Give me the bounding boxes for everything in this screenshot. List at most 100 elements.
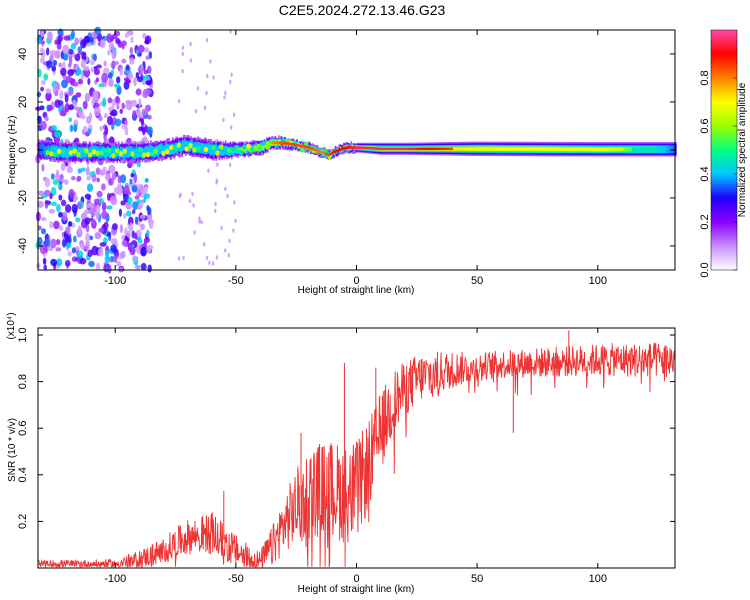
spectrogram-ridge-cell (280, 143, 283, 146)
spectrogram-noise-blob (107, 72, 113, 79)
snr-x-tick-label: 0 (353, 573, 359, 585)
spectrogram-ridge-core (429, 147, 433, 151)
spectrogram-noise-blob (80, 72, 85, 81)
spectrogram-noise-blob (189, 58, 192, 63)
spectrogram-ridge-core (595, 148, 599, 151)
spectrogram-noise-blob (107, 97, 113, 104)
spectrogram-ridge-cell (647, 145, 649, 154)
spectrogram-noise-blob (188, 198, 192, 204)
spectrogram-noise-blob (144, 185, 148, 194)
spectrogram-ridge-core (543, 148, 546, 151)
spectrogram-ridge-core (512, 147, 516, 150)
spectrogram-noise-blob (93, 102, 100, 108)
snr-y-tick-label: 0.4 (17, 467, 29, 482)
spectrogram-noise-blob (121, 235, 126, 240)
spectrogram-ridge-core (316, 149, 319, 152)
spectrogram-noise-blob (65, 204, 72, 213)
spectrogram-noise-blob (71, 256, 78, 262)
spectrogram-noise-blob (91, 218, 96, 226)
spectrogram-noise-blob (107, 115, 113, 126)
spectrogram-ridge-core (563, 148, 566, 151)
spectrogram-ridge-core (566, 148, 570, 151)
spectrogram-ridge-core (528, 148, 531, 150)
spectrogram-noise-blob (56, 169, 60, 178)
spectrogram-noise-blob (36, 91, 42, 98)
spectrogram-ridge-cell (38, 141, 40, 157)
spectrogram-noise-blob (58, 194, 63, 201)
spectrogram-noise-blob (97, 248, 104, 257)
colorbar: 0.0 0.2 0.4 0.6 0.8 Normalized spectral ampl… (699, 29, 748, 278)
spectrogram-ridge-blob (142, 152, 147, 158)
spectrogram-ridge-core (279, 141, 282, 145)
spectrogram-ridge-blob (223, 145, 228, 151)
spectrogram-ridge-blob (95, 150, 101, 156)
spectrogram-ridge-core (549, 148, 552, 151)
spectrogram-ridge-cell (202, 143, 204, 154)
spectrogram-ridge-core (489, 147, 492, 150)
spectrogram-ridge-cell (140, 147, 143, 158)
spectrogram-noise-blob (66, 242, 72, 249)
spectrogram-noise-blob (44, 177, 51, 188)
spectrogram-ridge-cell (164, 142, 167, 154)
spectrogram-noise-blob (41, 216, 47, 222)
spectrogram-ridge-blob (265, 144, 270, 150)
spectrogram-ridge-cell (648, 145, 651, 154)
spectrogram-noise-blob (54, 39, 58, 45)
spectrogram-noise-blob (96, 190, 103, 198)
spectrogram-ridge-cell (135, 145, 138, 157)
spectrogram-ridge-blob (60, 149, 66, 155)
spectrogram-noise-blob (41, 228, 46, 235)
spectrogram-noise-blob (119, 224, 124, 234)
spectrogram-ridge-cell (144, 146, 146, 158)
spectrogram-ridge-blob (122, 148, 128, 154)
spectrogram-ridge-blob (253, 146, 259, 152)
spectrogram-ridge-core (541, 148, 544, 151)
spectrogram-ridge-cell (244, 148, 246, 154)
spectrogram-ridge-core (491, 147, 494, 150)
spectrogram-noise-blob (93, 198, 101, 203)
spectrogram-ridge-blob (242, 144, 247, 150)
snr-x-tick-label: -50 (228, 573, 244, 585)
spectrogram-noise-blob (88, 36, 94, 43)
spectrogram-noise-blob (98, 227, 105, 233)
spectrogram-noise-blob (192, 203, 195, 208)
spectrogram-ridge-blob (157, 144, 162, 150)
spectrogram-ridge-core (416, 147, 419, 151)
spectrogram-x-tick-label: 0 (353, 275, 359, 287)
spectrogram-ridge-core (418, 147, 421, 151)
spectrogram-noise-blob (125, 100, 132, 105)
spectrogram-ridge-cell (238, 148, 240, 153)
spectrogram-ridge-core (458, 147, 461, 150)
spectrogram-noise-blob (135, 72, 140, 79)
spectrogram-noise-blob (189, 41, 192, 47)
spectrogram-noise-blob (57, 35, 63, 42)
spectrogram-noise-blob (87, 128, 92, 135)
spectrogram-ridge-cell (632, 145, 635, 154)
spectrogram-noise-blob (84, 209, 90, 215)
spectrogram-ridge-core (493, 147, 496, 150)
spectrogram-ridge-cell (115, 148, 117, 160)
spectrogram-ridge-core (474, 147, 477, 150)
spectrogram-noise-blob (50, 258, 57, 266)
spectrogram-noise-blob (60, 199, 67, 207)
spectrogram-ridge-core (570, 148, 573, 151)
spectrogram-ridge-blob (68, 150, 74, 156)
spectrogram-noise-blob (214, 208, 217, 213)
spectrogram-noise-blob (71, 81, 79, 87)
spectrogram-ridge-core (485, 147, 488, 150)
spectrogram-ridge-core (605, 148, 608, 151)
spectrogram-ridge-core (557, 148, 560, 151)
spectrogram-noise-blob (63, 35, 71, 41)
spectrogram-ridge-core (275, 141, 278, 145)
spectrogram-ridge-core (537, 148, 541, 150)
spectrogram-noise-blob (90, 66, 95, 73)
spectrogram-ridge-core (607, 148, 610, 151)
spectrogram-noise-blob (69, 124, 74, 133)
spectrogram-noise-blob (129, 178, 133, 185)
spectrogram-noise-blob (71, 203, 78, 214)
spectrogram-ridge-core (574, 148, 577, 151)
spectrogram-ridge-cell (269, 141, 272, 146)
spectrogram-noise-blob (73, 123, 78, 133)
spectrogram-ridge-core (271, 141, 274, 145)
spectrogram-noise-blob (67, 250, 72, 257)
